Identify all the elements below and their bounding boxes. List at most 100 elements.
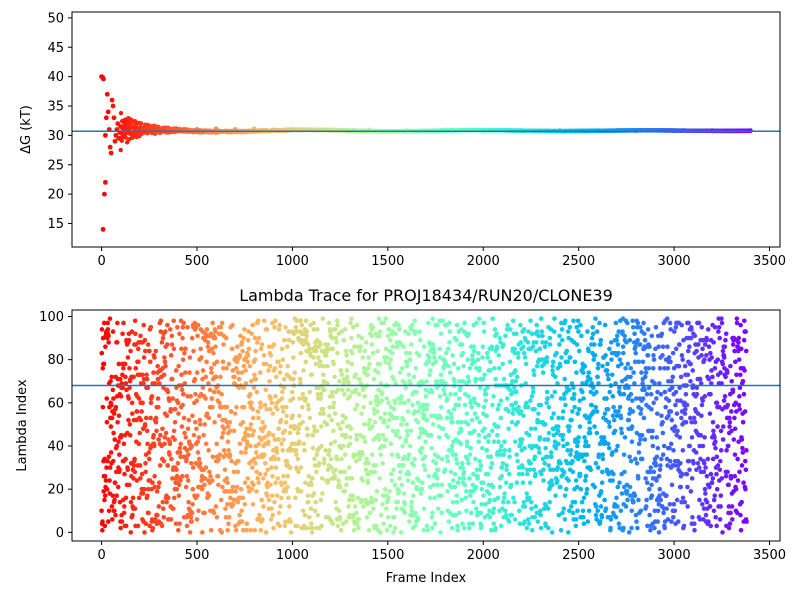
lambda-point xyxy=(629,424,635,429)
lambda-point xyxy=(471,344,477,350)
lambda-point xyxy=(157,463,163,468)
lambda-point xyxy=(283,324,288,330)
lambda-point xyxy=(267,363,273,369)
lambda-point xyxy=(336,478,341,483)
lambda-point xyxy=(356,517,362,522)
lambda-point xyxy=(671,329,677,334)
lambda-point xyxy=(347,435,353,440)
lambda-point xyxy=(618,415,624,421)
lambda-point xyxy=(484,350,490,356)
lambda-point xyxy=(704,499,710,505)
lambda-point xyxy=(141,322,147,328)
lambda-point xyxy=(622,469,627,475)
lambda-point xyxy=(356,376,362,382)
lambda-point xyxy=(529,394,535,399)
lambda-point xyxy=(280,448,285,453)
lambda-point xyxy=(293,324,299,330)
lambda-point xyxy=(575,508,580,514)
lambda-point xyxy=(313,348,319,354)
lambda-point xyxy=(303,318,309,324)
lambda-point xyxy=(250,465,255,470)
lambda-point xyxy=(596,361,601,367)
lambda-point xyxy=(369,342,375,347)
lambda-point xyxy=(165,389,171,395)
lambda-point xyxy=(623,504,629,509)
lambda-point xyxy=(590,324,596,330)
lambda-point xyxy=(573,478,579,483)
lambda-point xyxy=(612,428,618,434)
lambda-point xyxy=(579,389,585,395)
lambda-point xyxy=(348,426,354,432)
lambda-point xyxy=(502,439,507,444)
delta-g-point xyxy=(128,125,134,130)
lambda-point xyxy=(194,370,200,375)
lambda-point xyxy=(198,346,203,352)
lambda-point xyxy=(296,439,302,444)
lambda-point xyxy=(357,348,363,354)
delta-g-point xyxy=(102,191,107,197)
lambda-point xyxy=(615,443,620,449)
lambda-point xyxy=(586,443,591,449)
lambda-point xyxy=(413,365,419,371)
lambda-point xyxy=(200,368,206,373)
lambda-point xyxy=(572,404,577,410)
lambda-point xyxy=(581,495,587,501)
lambda-point xyxy=(667,320,673,326)
lambda-point xyxy=(655,519,660,524)
lambda-point xyxy=(233,527,239,533)
lambda-point xyxy=(232,411,238,416)
lambda-point xyxy=(177,450,183,455)
lambda-point xyxy=(684,471,690,477)
lambda-point xyxy=(261,353,267,358)
lambda-point xyxy=(506,426,511,432)
lambda-point xyxy=(466,460,471,466)
lambda-point xyxy=(354,432,359,438)
lambda-point xyxy=(233,489,239,494)
lambda-point xyxy=(700,398,706,403)
lambda-point xyxy=(155,396,161,401)
lambda-point xyxy=(610,413,616,419)
lambda-point xyxy=(209,365,214,371)
lambda-point xyxy=(337,378,342,384)
lambda-point xyxy=(239,508,244,514)
lambda-point xyxy=(128,530,134,535)
lambda-point xyxy=(305,493,311,498)
lambda-point xyxy=(503,333,508,339)
lambda-point xyxy=(459,342,465,347)
lambda-point xyxy=(382,419,387,425)
lambda-point xyxy=(536,445,542,451)
lambda-point xyxy=(479,445,485,451)
lambda-point xyxy=(605,361,610,367)
lambda-point xyxy=(460,465,465,470)
lambda-point xyxy=(396,327,402,332)
lambda-point xyxy=(648,465,654,470)
lambda-point xyxy=(199,486,205,492)
lambda-point xyxy=(557,363,563,369)
lambda-point xyxy=(249,331,255,337)
lambda-point xyxy=(186,417,192,423)
lambda-point xyxy=(417,329,422,334)
lambda-point xyxy=(710,374,715,380)
lambda-point xyxy=(440,426,446,432)
lambda-point xyxy=(640,359,646,365)
lambda-point xyxy=(400,443,405,449)
lambda-point xyxy=(484,413,489,419)
lambda-point xyxy=(594,389,599,395)
lambda-point xyxy=(175,324,180,330)
lambda-point xyxy=(313,361,319,367)
lambda-point xyxy=(129,400,135,406)
lambda-point xyxy=(324,422,330,427)
lambda-point xyxy=(548,450,554,455)
lambda-point xyxy=(178,441,184,447)
lambda-point xyxy=(126,396,131,401)
lambda-point xyxy=(440,318,445,324)
lambda-point xyxy=(401,344,406,350)
lambda-point xyxy=(270,473,275,479)
lambda-point xyxy=(120,331,125,337)
lambda-point xyxy=(154,489,160,494)
lambda-point xyxy=(264,327,270,332)
lambda-point xyxy=(669,482,675,488)
lambda-point xyxy=(513,400,519,406)
lambda-point xyxy=(300,419,306,425)
lambda-point xyxy=(218,374,223,380)
